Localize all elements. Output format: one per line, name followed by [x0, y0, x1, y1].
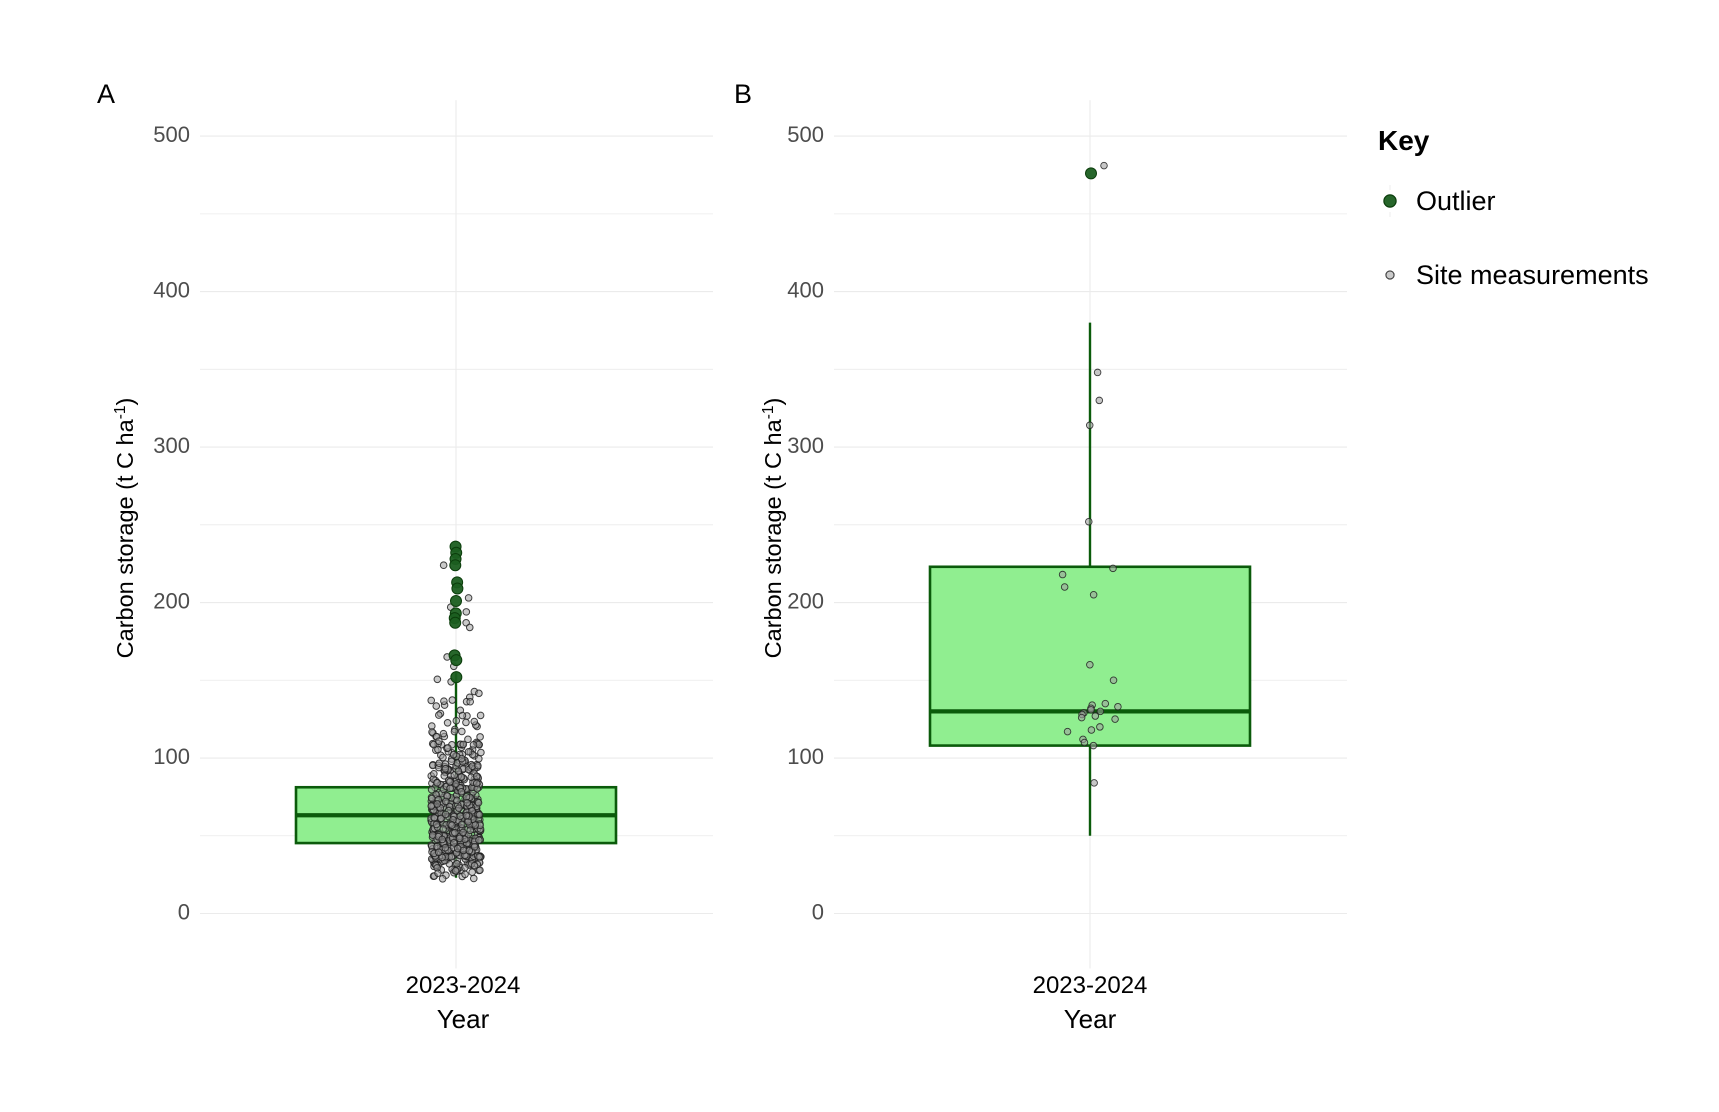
svg-text:2023-2024: 2023-2024	[406, 972, 521, 999]
svg-text:A: A	[97, 79, 115, 109]
svg-text:300: 300	[153, 433, 190, 458]
svg-text:0: 0	[178, 900, 190, 925]
svg-text:500: 500	[787, 122, 824, 147]
svg-text:Site measurements: Site measurements	[1416, 260, 1649, 290]
svg-text:400: 400	[153, 278, 190, 303]
svg-text:400: 400	[787, 278, 824, 303]
svg-text:200: 200	[153, 589, 190, 614]
svg-text:200: 200	[787, 589, 824, 614]
svg-text:Carbon storage (t C ha-1): Carbon storage (t C ha-1)	[760, 398, 786, 659]
svg-text:100: 100	[153, 744, 190, 769]
svg-text:Carbon storage (t C ha-1): Carbon storage (t C ha-1)	[112, 398, 138, 659]
svg-text:0: 0	[812, 900, 824, 925]
svg-text:2023-2024: 2023-2024	[1033, 972, 1148, 999]
svg-text:Outlier: Outlier	[1416, 186, 1496, 216]
svg-text:B: B	[734, 79, 752, 109]
svg-text:500: 500	[153, 122, 190, 147]
svg-text:300: 300	[787, 433, 824, 458]
svg-text:Year: Year	[437, 1004, 490, 1034]
svg-text:Year: Year	[1064, 1004, 1117, 1034]
svg-text:Key: Key	[1378, 125, 1430, 156]
svg-text:100: 100	[787, 744, 824, 769]
